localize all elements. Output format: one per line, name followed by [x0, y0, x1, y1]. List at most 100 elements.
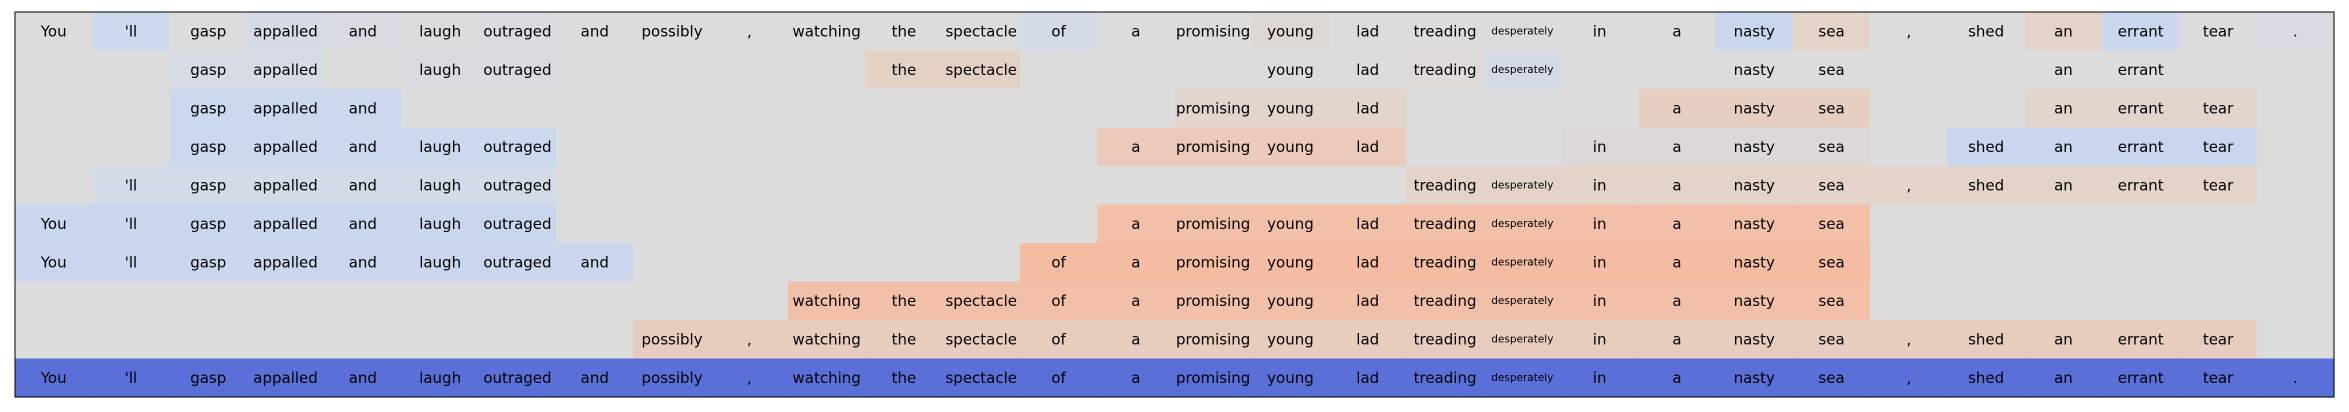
heatmap-cell [1483, 127, 1562, 167]
token-label: the [892, 22, 917, 40]
token-label: young [1267, 253, 1314, 271]
token-label: gasp [190, 99, 226, 117]
heatmap-cell [1561, 320, 1639, 360]
heatmap-cell [401, 281, 480, 321]
heatmap-cell [478, 204, 557, 244]
token-label: lad [1356, 215, 1379, 233]
heatmap-cell [710, 50, 789, 90]
heatmap-cell [169, 204, 248, 244]
heatmap-cell [2102, 358, 2180, 398]
heatmap-cell [1561, 89, 1639, 129]
token-label: lad [1356, 138, 1379, 156]
heatmap-cell [556, 204, 634, 244]
heatmap-cell [1483, 89, 1562, 129]
token-label: in [1593, 215, 1607, 233]
heatmap-cell [1097, 50, 1176, 90]
token-label: , [747, 369, 752, 387]
heatmap-cell [324, 12, 403, 52]
heatmap-cell [2256, 243, 2335, 283]
token-label: errant [2118, 99, 2164, 117]
heatmap-cell [556, 281, 634, 321]
heatmap-cell [324, 243, 403, 283]
token-label: , [747, 330, 752, 348]
heatmap-cell [633, 358, 712, 398]
token-label: sea [1818, 138, 1844, 156]
token-label: the [892, 330, 917, 348]
heatmap-cell [169, 166, 248, 206]
heatmap-cell [1561, 127, 1639, 167]
heatmap-cell [633, 127, 712, 167]
token-label: and [349, 22, 377, 40]
heatmap-cell [1870, 358, 1949, 398]
token-label: young [1267, 61, 1314, 79]
token-label: treading [1414, 61, 1477, 79]
token-label: nasty [1734, 99, 1775, 117]
token-label: an [2054, 99, 2073, 117]
heatmap-cell [942, 50, 1021, 90]
token-label: 'll [125, 215, 137, 233]
heatmap-cell [2102, 127, 2180, 167]
heatmap-cell [1019, 320, 1098, 360]
heatmap-cell [1638, 89, 1717, 129]
heatmap-cell [2024, 12, 2103, 52]
token-label: spectacle [945, 61, 1017, 79]
token-label: possibly [642, 369, 703, 387]
heatmap-cell [556, 127, 634, 167]
heatmap-cell [1870, 281, 1949, 321]
heatmap-cell [1019, 50, 1098, 90]
heatmap-cell [2024, 89, 2103, 129]
token-label: outraged [483, 22, 551, 40]
token-label: promising [1176, 138, 1250, 156]
token-label: possibly [642, 330, 703, 348]
heatmap-cell [1483, 243, 1562, 283]
heatmap-cell [710, 243, 789, 283]
heatmap-cell [1019, 12, 1098, 52]
heatmap-cell [246, 204, 325, 244]
heatmap-cell [1019, 204, 1098, 244]
token-label: a [1672, 138, 1681, 156]
heatmap-cell [1792, 50, 1871, 90]
heatmap-cell [401, 89, 480, 129]
token-label: laugh [419, 215, 461, 233]
token-label: shed [1968, 330, 2004, 348]
heatmap-cell [2102, 50, 2180, 90]
heatmap-cell [865, 50, 944, 90]
token-label: sea [1818, 176, 1844, 194]
token-label: lad [1356, 99, 1379, 117]
heatmap-cell [1174, 12, 1253, 52]
heatmap-cell [1715, 243, 1794, 283]
token-label: watching [793, 22, 861, 40]
token-label: lad [1356, 253, 1379, 271]
heatmap-cell [1715, 12, 1794, 52]
heatmap-cell [865, 320, 944, 360]
token-label: appalled [253, 99, 318, 117]
heatmap-cells [15, 12, 2335, 398]
heatmap-cell [1792, 281, 1871, 321]
token-label: errant [2118, 138, 2164, 156]
token-label: errant [2118, 22, 2164, 40]
token-label: lad [1356, 22, 1379, 40]
heatmap-cell [1406, 320, 1485, 360]
token-label: desperately [1491, 179, 1553, 191]
token-label: treading [1414, 330, 1477, 348]
heatmap-frame [14, 11, 2335, 398]
heatmap-cell [1870, 243, 1949, 283]
token-label: errant [2118, 61, 2164, 79]
token-label: treading [1414, 215, 1477, 233]
token-label: 'll [125, 253, 137, 271]
heatmap-cell [1483, 320, 1562, 360]
heatmap-cell [1251, 50, 1330, 90]
token-label: tear [2203, 138, 2234, 156]
token-label: , [1906, 176, 1911, 194]
token-label: possibly [642, 22, 703, 40]
heatmap-cell [1406, 89, 1485, 129]
heatmap-cell [1483, 204, 1562, 244]
token-label: tear [2203, 369, 2234, 387]
heatmap-cell [710, 12, 789, 52]
heatmap-cell [2024, 204, 2103, 244]
heatmap-cell [324, 281, 403, 321]
heatmap-cell [2179, 358, 2258, 398]
heatmap-cell [1329, 127, 1407, 167]
heatmap-cell [1792, 358, 1871, 398]
token-label: lad [1356, 330, 1379, 348]
